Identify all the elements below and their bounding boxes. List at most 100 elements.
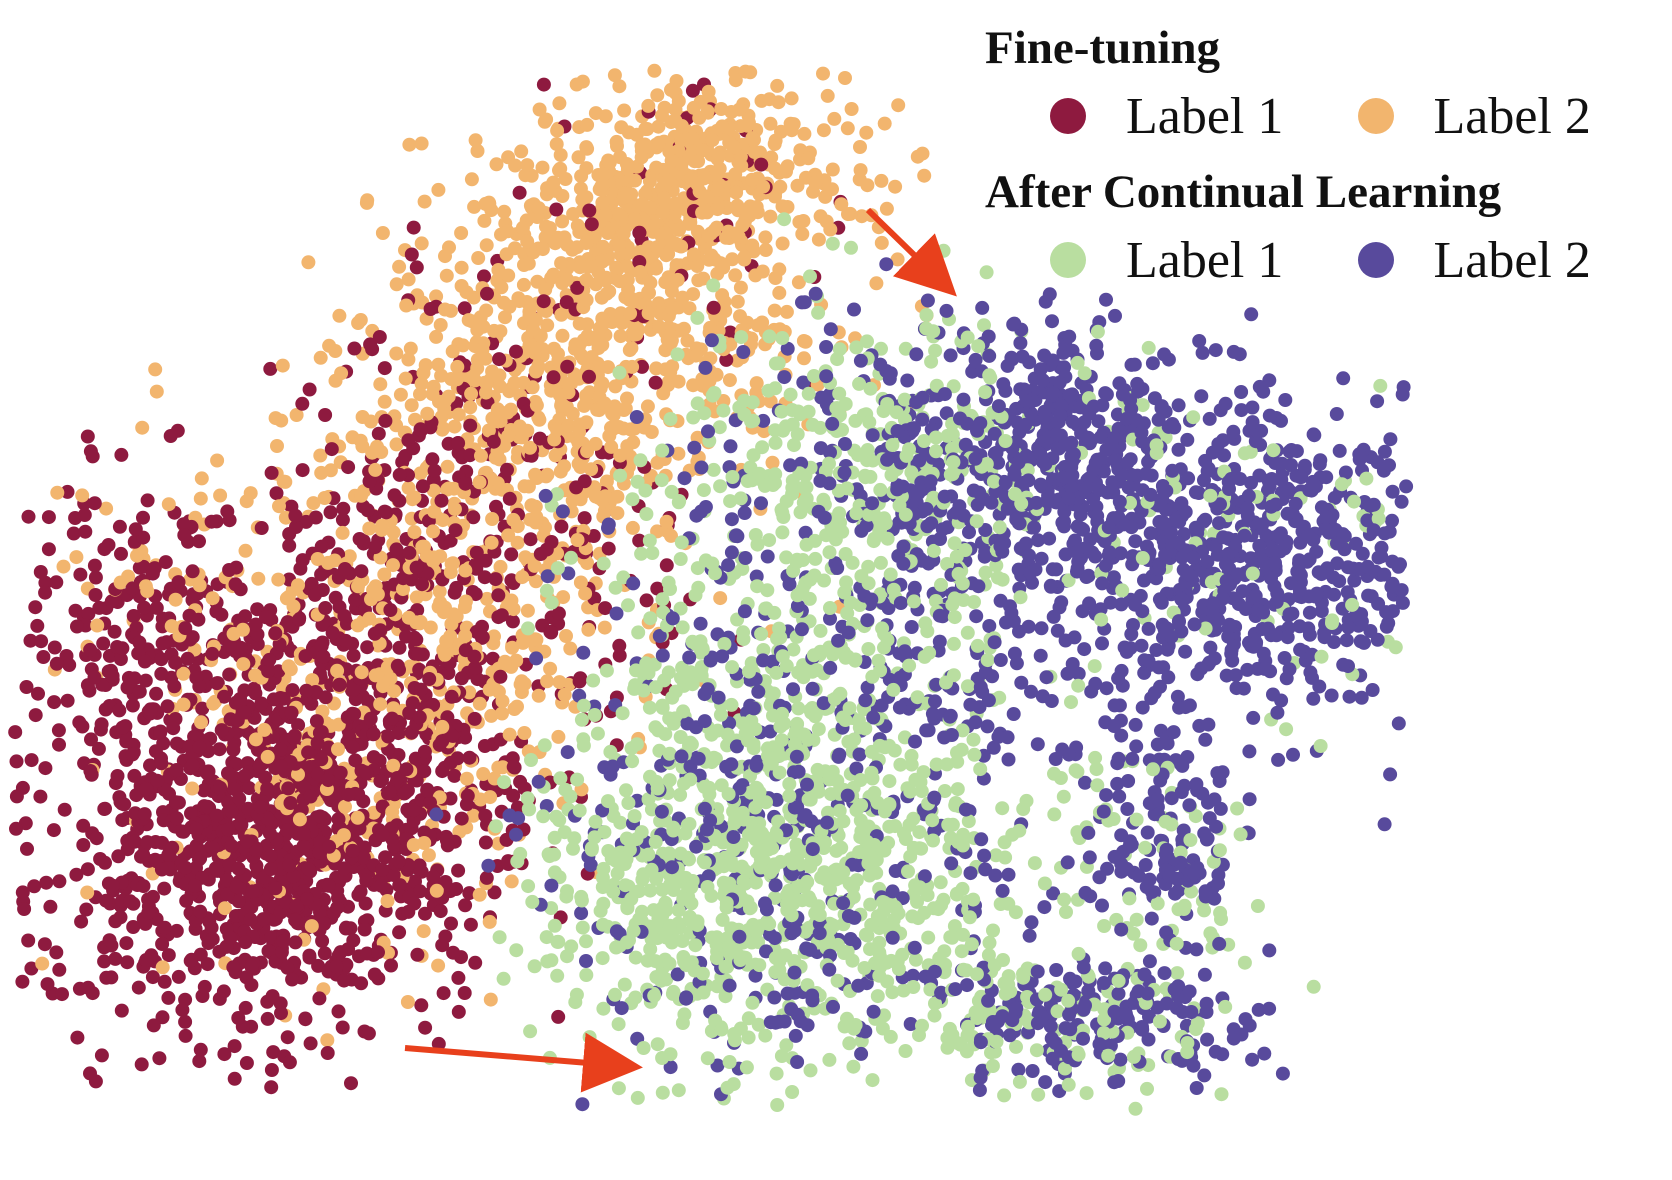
point-ft-label1 — [489, 499, 503, 514]
point-ft-label2 — [548, 236, 563, 251]
point-cl-label1 — [560, 884, 574, 899]
point-ft-label2 — [692, 110, 707, 125]
point-ft-label2 — [572, 425, 587, 439]
point-ft-label1 — [161, 990, 176, 1005]
point-ft-label2 — [627, 212, 642, 227]
point-ft-label1 — [274, 759, 289, 774]
point-ft-label1 — [475, 630, 490, 645]
point-ft-label1 — [94, 1048, 109, 1063]
point-ft-label2 — [879, 201, 894, 216]
point-ft-label1 — [187, 878, 202, 893]
point-ft-label1 — [89, 831, 104, 846]
point-ft-label1 — [487, 885, 502, 900]
point-cl-label1 — [553, 771, 568, 786]
point-cl-label1 — [872, 935, 887, 950]
point-ft-label1 — [480, 286, 494, 301]
point-ft-label1 — [263, 849, 278, 864]
point-ft-label1 — [544, 625, 559, 640]
point-ft-label1 — [612, 638, 627, 653]
point-ft-label1 — [9, 754, 24, 769]
point-cl-label1 — [736, 716, 750, 731]
point-cl-label1 — [966, 732, 981, 747]
point-ft-label2 — [429, 329, 444, 344]
point-ft-label1 — [450, 751, 465, 766]
point-ft-label2 — [730, 294, 745, 309]
point-cl-label1 — [619, 783, 633, 798]
point-ft-label1 — [38, 585, 53, 600]
point-ft-label1 — [152, 1051, 167, 1066]
point-ft-label2 — [816, 66, 830, 81]
point-ft-label1 — [47, 695, 62, 710]
point-ft-label1 — [265, 989, 280, 1004]
point-ft-label1 — [415, 577, 429, 592]
point-ft-label2 — [738, 64, 753, 79]
point-cl-label1 — [600, 1047, 615, 1062]
point-ft-label1 — [193, 1042, 208, 1057]
point-ft-label2 — [210, 453, 225, 468]
point-ft-label2 — [464, 314, 479, 329]
point-ft-label1 — [178, 860, 193, 875]
point-ft-label1 — [323, 505, 338, 520]
point-ft-label1 — [52, 962, 67, 977]
point-ft-label1 — [425, 452, 440, 467]
point-ft-label2 — [823, 222, 838, 237]
point-ft-label2 — [314, 465, 329, 480]
point-ft-label2 — [135, 420, 150, 435]
point-ft-label1 — [80, 429, 95, 444]
point-ft-label1 — [84, 732, 98, 747]
point-ft-label1 — [200, 957, 215, 972]
point-ft-label1 — [258, 770, 273, 785]
point-ft-label2 — [758, 230, 773, 245]
point-ft-label2 — [168, 592, 183, 607]
point-ft-label2 — [796, 214, 811, 228]
point-ft-label2 — [598, 208, 613, 222]
point-ft-label2 — [709, 168, 723, 182]
point-ft-label1 — [197, 979, 212, 994]
point-ft-label2 — [665, 359, 680, 374]
point-ft-label1 — [359, 766, 374, 780]
point-ft-label1 — [259, 610, 273, 625]
point-ft-label2 — [444, 556, 459, 571]
point-ft-label1 — [347, 341, 362, 356]
point-ft-label1 — [335, 512, 350, 527]
point-ft-label2 — [515, 220, 530, 235]
point-cl-label2 — [784, 926, 799, 941]
point-ft-label2 — [595, 376, 610, 391]
point-ft-label2 — [609, 260, 624, 275]
point-ft-label2 — [529, 398, 544, 413]
point-cl-label2 — [854, 1046, 869, 1061]
point-ft-label2 — [505, 640, 520, 655]
point-ft-label2 — [686, 287, 701, 302]
point-ft-label1 — [191, 612, 206, 627]
point-ft-label1 — [384, 958, 398, 973]
point-ft-label2 — [451, 407, 466, 422]
point-ft-label1 — [154, 862, 169, 877]
point-ft-label1 — [333, 765, 348, 780]
point-ft-label1 — [467, 649, 482, 664]
point-cl-label1 — [891, 962, 906, 976]
point-cl-label2 — [574, 906, 589, 921]
point-ft-label2 — [479, 197, 494, 212]
point-ft-label1 — [40, 977, 55, 992]
point-ft-label1 — [377, 361, 392, 376]
point-ft-label2 — [533, 328, 548, 343]
point-cl-label1 — [665, 986, 680, 1001]
point-ft-label1 — [136, 510, 150, 525]
point-ft-label1 — [112, 519, 127, 534]
point-ft-label2 — [381, 945, 395, 960]
point-ft-label1 — [312, 726, 327, 740]
point-ft-label2 — [489, 157, 504, 172]
point-ft-label2 — [343, 766, 358, 781]
point-ft-label2 — [374, 445, 389, 459]
point-ft-label2 — [531, 201, 546, 216]
point-cl-label2 — [780, 986, 795, 1001]
point-cl-label2 — [768, 878, 783, 893]
point-cl-label1 — [629, 663, 643, 678]
point-ft-label2 — [336, 828, 351, 843]
point-ft-label2 — [664, 234, 679, 249]
point-ft-label2 — [725, 252, 740, 267]
point-ft-label2 — [251, 571, 266, 586]
point-ft-label1 — [34, 634, 49, 649]
point-ft-label2 — [767, 303, 782, 318]
point-ft-label1 — [387, 488, 402, 503]
